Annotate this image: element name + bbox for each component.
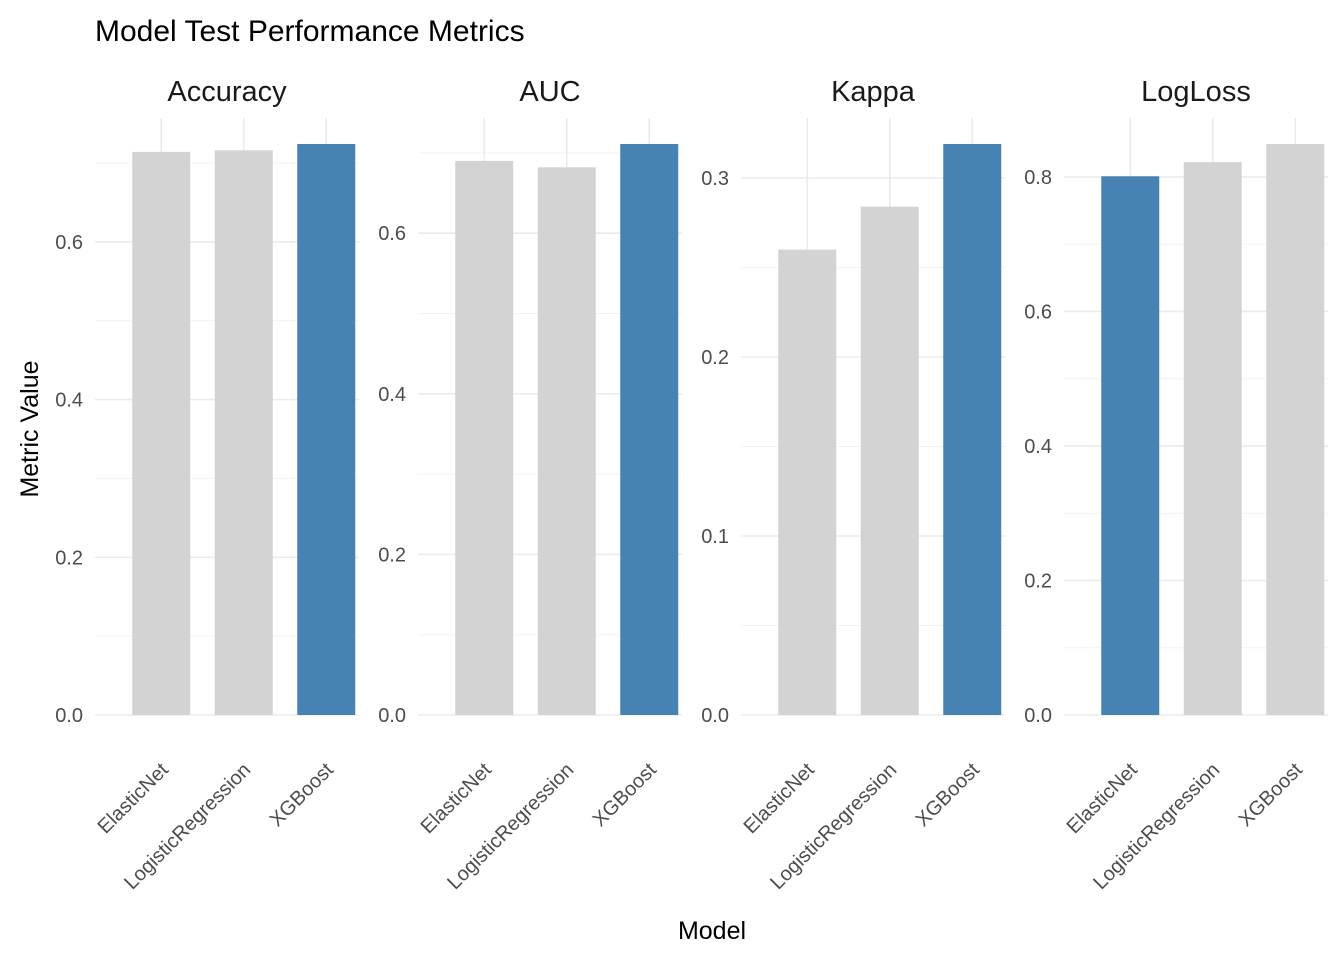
y-tick-label: 0.8 <box>1024 167 1052 189</box>
bar-accuracy-elasticnet <box>132 151 191 716</box>
y-tick-label: 0.2 <box>378 544 406 566</box>
facet-strip-title: Kappa <box>831 76 916 108</box>
bar-auc-elasticnet <box>455 160 514 715</box>
bar-accuracy-xgboost <box>297 144 356 715</box>
bar-logloss-elasticnet <box>1101 176 1160 715</box>
x-tick-label: ElasticNet <box>1063 759 1143 839</box>
x-tick-label: XGBoost <box>266 759 338 831</box>
y-tick-label: 0.6 <box>378 223 406 245</box>
y-tick-label: 0.4 <box>1024 436 1052 458</box>
x-tick-label: ElasticNet <box>740 759 820 839</box>
panel-kappa: 0.00.10.20.3ElasticNetLogisticRegression… <box>701 76 1005 894</box>
x-axis-title: Model <box>678 917 746 945</box>
y-tick-label: 0.2 <box>1024 570 1052 592</box>
x-tick-label: XGBoost <box>589 759 661 831</box>
x-tick-label: ElasticNet <box>417 759 497 839</box>
y-tick-label: 0.1 <box>701 526 729 548</box>
bar-accuracy-logisticregression <box>214 150 273 715</box>
y-tick-label: 0.0 <box>1024 705 1052 727</box>
panel-accuracy: 0.00.20.40.6ElasticNetLogisticRegression… <box>55 76 359 894</box>
facet-strip-title: Accuracy <box>167 76 287 108</box>
bar-kappa-elasticnet <box>778 249 837 715</box>
panel-logloss: 0.00.20.40.60.8ElasticNetLogisticRegress… <box>1024 76 1328 894</box>
y-tick-label: 0.3 <box>701 168 729 190</box>
x-tick-label: ElasticNet <box>94 759 174 839</box>
y-tick-label: 0.4 <box>378 384 406 406</box>
y-tick-label: 0.0 <box>701 705 729 727</box>
y-tick-label: 0.0 <box>55 705 83 727</box>
y-tick-label: 0.6 <box>1024 301 1052 323</box>
y-tick-label: 0.4 <box>55 390 83 412</box>
y-tick-label: 0.2 <box>701 347 729 369</box>
facet-strip-title: LogLoss <box>1141 76 1251 108</box>
y-axis-title: Metric Value <box>16 360 44 497</box>
y-tick-label: 0.0 <box>378 705 406 727</box>
bar-kappa-xgboost <box>943 144 1002 715</box>
bar-auc-xgboost <box>620 144 679 715</box>
y-tick-label: 0.2 <box>55 547 83 569</box>
x-tick-label: XGBoost <box>1235 759 1307 831</box>
bar-auc-logisticregression <box>537 167 596 715</box>
panel-auc: 0.00.20.40.6ElasticNetLogisticRegression… <box>378 76 682 894</box>
bar-kappa-logisticregression <box>860 206 919 715</box>
bar-logloss-logisticregression <box>1183 162 1242 716</box>
y-tick-label: 0.6 <box>55 232 83 254</box>
chart-panels: 0.00.20.40.6ElasticNetLogisticRegression… <box>55 76 1328 894</box>
chart-title: Model Test Performance Metrics <box>95 15 525 48</box>
facet-strip-title: AUC <box>519 76 580 108</box>
x-tick-label: XGBoost <box>912 759 984 831</box>
bar-logloss-xgboost <box>1266 144 1325 715</box>
